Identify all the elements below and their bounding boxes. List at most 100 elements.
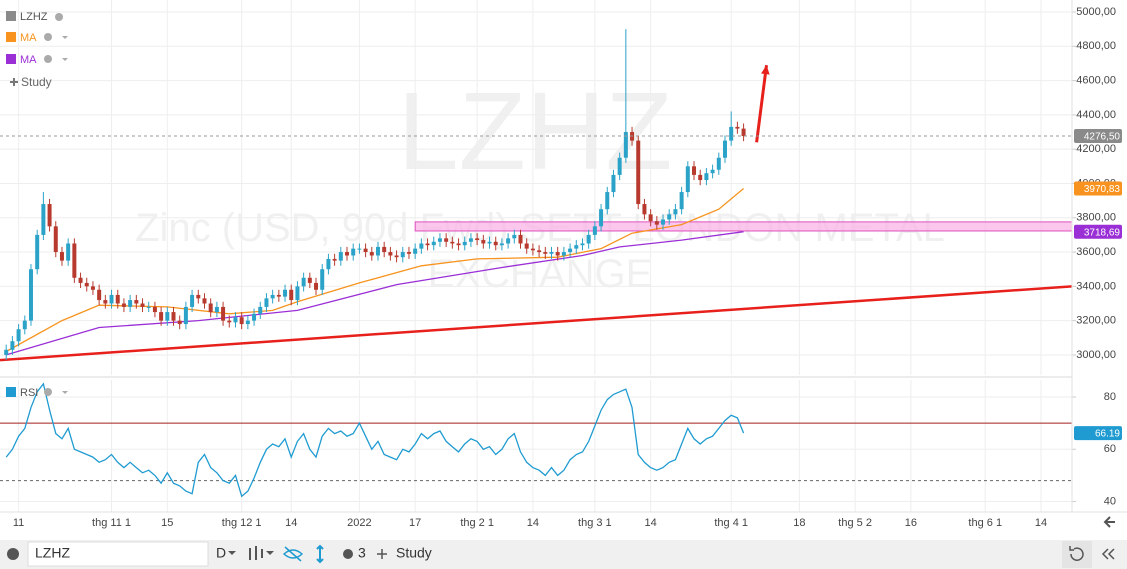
series-line	[6, 231, 744, 356]
dropdown-icon[interactable]	[62, 391, 68, 394]
dropdown-icon[interactable]	[228, 551, 236, 555]
candle-body	[128, 300, 133, 307]
interval-button[interactable]: D	[216, 545, 226, 561]
chart-type-button[interactable]	[249, 546, 263, 560]
y-tick-label: 60	[1104, 443, 1116, 455]
scroll-back-button[interactable]	[1103, 516, 1115, 528]
legend-label[interactable]: RSI	[20, 387, 38, 399]
candle-body	[382, 246, 387, 253]
candle-body	[10, 341, 15, 350]
plus-icon[interactable]	[377, 549, 387, 559]
x-tick-label: 14	[527, 517, 539, 529]
info-button[interactable]	[7, 548, 19, 560]
candle-body	[388, 252, 393, 256]
legend-label[interactable]: MA	[20, 32, 37, 44]
scale-button[interactable]	[316, 544, 324, 564]
candle-body	[537, 250, 542, 253]
candle-body	[636, 140, 641, 205]
symbol-input-text[interactable]: LZHZ	[35, 545, 70, 561]
dropdown-icon[interactable]	[266, 551, 274, 555]
settings-icon[interactable]	[44, 388, 52, 396]
settings-icon[interactable]	[44, 55, 52, 63]
candle-body	[233, 317, 238, 323]
candle-body	[283, 289, 288, 297]
candle-body	[481, 240, 486, 244]
legend-label[interactable]: LZHZ	[20, 11, 48, 23]
candle-body	[493, 241, 498, 246]
candle-body	[252, 313, 257, 321]
candle-body	[338, 252, 343, 261]
zone	[414, 221, 1073, 232]
candle-body	[221, 306, 226, 321]
candle-body	[580, 243, 585, 246]
candle-body	[134, 300, 139, 304]
x-tick-label: 15	[161, 517, 173, 529]
reset-button-bg[interactable]	[1062, 541, 1092, 568]
study-button[interactable]: Study	[21, 75, 52, 89]
x-tick-label: thg 12 1	[222, 517, 262, 529]
candle-body	[394, 255, 399, 258]
symbol-input[interactable]	[27, 541, 209, 567]
candle-body	[599, 209, 604, 227]
candle-body	[326, 258, 331, 270]
x-tick-label: 14	[1035, 517, 1047, 529]
x-tick-label: 18	[793, 517, 805, 529]
dropdown-icon[interactable]	[62, 58, 68, 61]
indicator-count[interactable]: 3	[358, 545, 366, 561]
candle-body	[741, 128, 746, 137]
candle-body	[667, 214, 672, 220]
candle-body	[679, 192, 684, 210]
candle-body	[90, 286, 95, 290]
legend-label[interactable]: MA	[20, 54, 37, 66]
candle-body	[462, 241, 467, 246]
candle-body	[425, 243, 430, 246]
candle-body	[555, 252, 560, 256]
x-tick-label: thg 4 1	[714, 517, 748, 529]
candle-body	[202, 298, 207, 304]
dropdown-icon[interactable]	[62, 36, 68, 39]
x-tick-label: 16	[905, 517, 917, 529]
price-label-bg	[1074, 181, 1122, 196]
price-label: 4276,50	[1084, 132, 1121, 143]
candle-body	[549, 252, 554, 254]
candle-body	[357, 248, 362, 250]
x-tick-label: thg 2 1	[460, 517, 494, 529]
arrow-shaft	[755, 64, 768, 143]
settings-icon[interactable]	[55, 13, 63, 21]
candle-body	[320, 269, 325, 290]
candle-body	[722, 140, 727, 158]
candle-body	[375, 246, 380, 256]
x-tick-label: 17	[409, 517, 421, 529]
candle-body	[499, 243, 504, 246]
settings-icon[interactable]	[44, 33, 52, 41]
reset-button[interactable]	[1069, 546, 1084, 561]
legend-swatch	[6, 32, 16, 42]
candle-body	[140, 303, 145, 307]
candle-body	[617, 157, 622, 175]
candle-body	[363, 248, 368, 253]
candle-body	[84, 282, 89, 287]
price-label: 66.19	[1095, 429, 1120, 440]
candle-body	[716, 157, 721, 170]
candle-body	[165, 312, 170, 321]
candle-body	[35, 234, 40, 270]
price-label: 3970,83	[1084, 184, 1121, 195]
collapse-button[interactable]	[1101, 548, 1115, 560]
settings-button[interactable]	[343, 549, 353, 559]
candle-body	[208, 303, 213, 313]
candle-body	[406, 252, 411, 254]
study-button[interactable]: Study	[396, 545, 432, 561]
y-tick-label: 4800,00	[1076, 40, 1116, 52]
candle-body	[512, 234, 517, 239]
candle-body	[685, 166, 690, 193]
visibility-button[interactable]	[282, 546, 304, 562]
candle-body	[177, 320, 182, 325]
candle-body	[97, 289, 102, 301]
candle-body	[623, 132, 628, 158]
plus-icon[interactable]	[10, 78, 18, 86]
candle-body	[351, 248, 356, 256]
y-tick-label: 4600,00	[1076, 74, 1116, 86]
x-tick-label: thg 3 1	[578, 517, 612, 529]
candle-body	[729, 126, 734, 141]
